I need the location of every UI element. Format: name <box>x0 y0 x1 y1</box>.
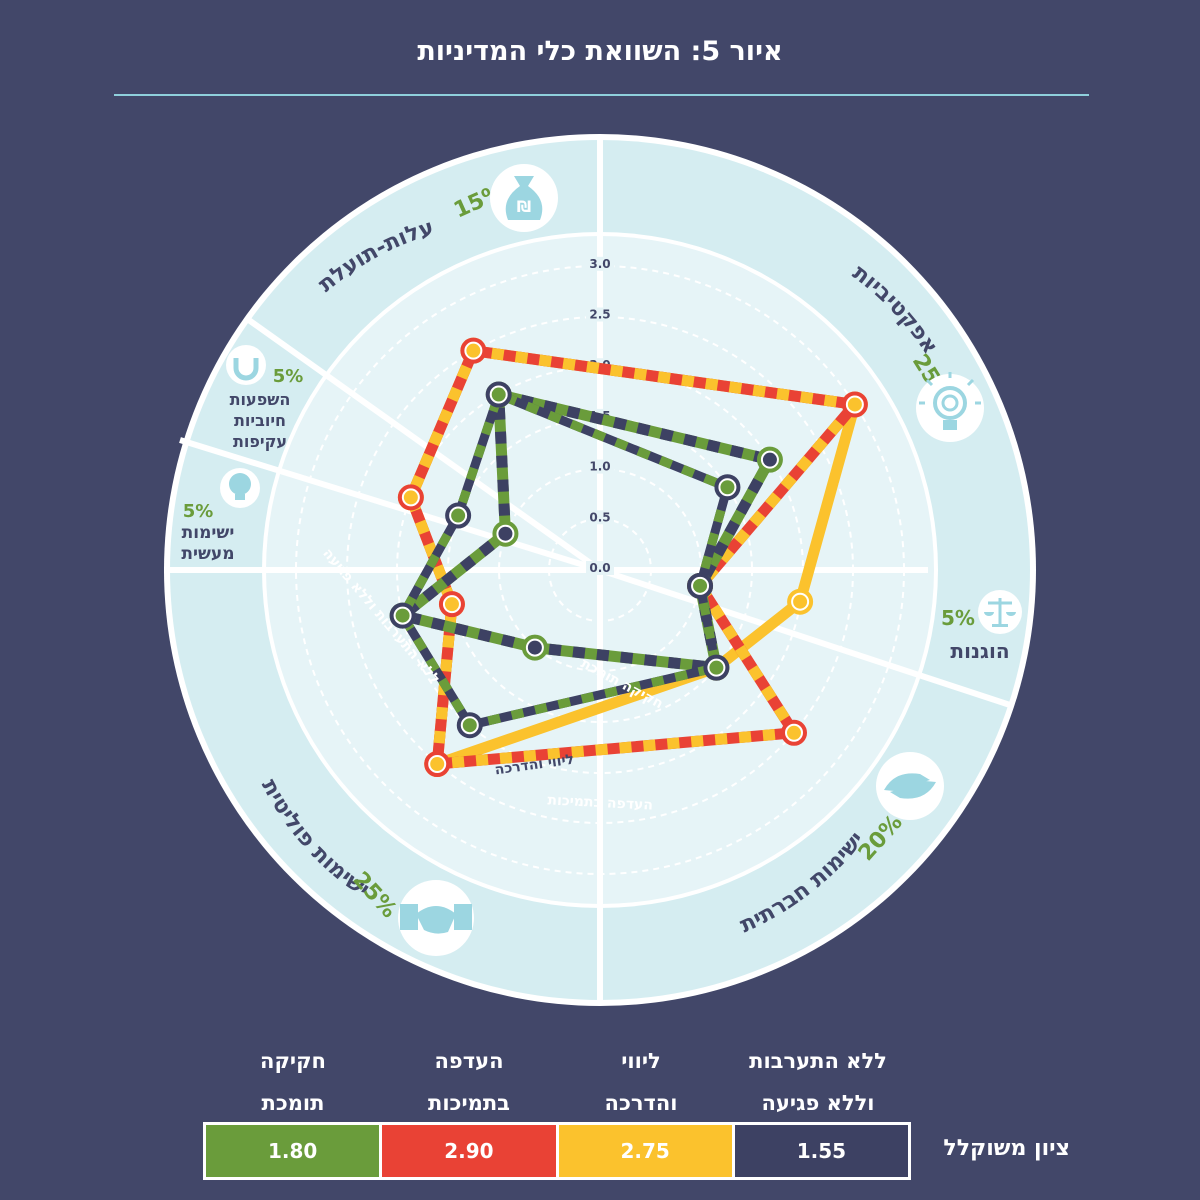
legend-legislation: חקיקה תומכת <box>208 1040 378 1124</box>
series-point-core <box>444 597 459 612</box>
score-guidance: 2.75 <box>555 1125 732 1177</box>
score-preference: 2.90 <box>379 1125 556 1177</box>
series-point-core <box>787 725 802 740</box>
score-no-intervention: 1.55 <box>731 1125 908 1177</box>
series-point-core <box>430 757 445 772</box>
legend-line: ללא התערבות <box>749 1049 887 1073</box>
title-divider <box>114 94 1089 96</box>
legend-guidance: ליווי והדרכה <box>556 1040 726 1124</box>
series-point-core <box>462 718 477 733</box>
tick-label: 2.5 <box>589 308 610 322</box>
svg-text:₪: ₪ <box>517 197 531 216</box>
tick-bg <box>586 256 614 271</box>
series-point-core <box>498 526 513 541</box>
weighted-score-label: ציון משוקלל <box>943 1136 1070 1161</box>
puzzle-lightbulb-icon <box>220 468 260 508</box>
weight-indirect: 5% <box>273 366 304 387</box>
legend-line: תומכת <box>261 1091 325 1115</box>
series-point-core <box>762 452 777 467</box>
category-indirect-line2: חיוביות <box>234 411 286 430</box>
chart-title: איור 5: השוואת כלי המדיניות <box>417 36 783 67</box>
series-point-core <box>527 640 542 655</box>
series-point-core <box>693 578 708 593</box>
category-practical-line1: ישימות <box>182 523 235 543</box>
legend-line: בתמיכות <box>428 1091 510 1115</box>
legend-preference: העדפה בתמיכות <box>384 1040 554 1124</box>
series-point-core <box>403 490 418 505</box>
tick-bg <box>586 561 614 575</box>
legend-no-intervention: ללא התערבות וללא פגיעה <box>733 1040 903 1124</box>
category-practical-line2: מעשית <box>181 544 234 564</box>
legend-line: העדפה <box>434 1049 504 1073</box>
series-point-core <box>466 343 481 358</box>
red-path-label: העדפה בתמיכות <box>547 792 653 813</box>
category-indirect-line3: עקיפות <box>233 432 287 451</box>
series-point-core <box>793 594 808 609</box>
helping-hands-icon <box>876 752 944 820</box>
handshake-icon <box>398 880 474 956</box>
radar-chart: 0.00.51.01.52.02.53.0 ללא התערבות וללא פ… <box>164 134 1036 1006</box>
series-point-core <box>720 480 735 495</box>
lightbulb-target-icon <box>916 372 984 442</box>
tick-bg <box>586 459 614 474</box>
category-indirect-line1: השפעות <box>230 390 291 409</box>
series-point-core <box>395 608 410 623</box>
legend-line: והדרכה <box>604 1091 678 1115</box>
series-line <box>398 390 732 730</box>
score-legislation: 1.80 <box>206 1125 380 1177</box>
tick-label: 3.0 <box>589 257 610 271</box>
legend-line: חקיקה <box>260 1049 326 1073</box>
tick-label: 0.5 <box>589 510 610 524</box>
series-point-core <box>847 397 862 412</box>
series-point-core <box>709 660 724 675</box>
legend-line: ליווי <box>621 1049 661 1073</box>
magnet-icon <box>226 345 266 385</box>
money-bag-icon: ₪ <box>490 164 558 232</box>
sector-dividers <box>164 140 1011 1004</box>
scales-icon <box>978 590 1022 634</box>
tick-bg <box>586 307 614 322</box>
series-point-core <box>451 508 466 523</box>
weighted-score-table: 1.55 2.75 2.90 1.80 <box>203 1122 911 1180</box>
weight-practical: 5% <box>183 501 214 522</box>
weight-fairness: 5% <box>941 606 975 630</box>
tick-label: 1.0 <box>589 460 610 474</box>
legend-line: וללא פגיעה <box>761 1091 875 1115</box>
category-fairness: הוגנות <box>950 639 1009 663</box>
series-line-dash <box>390 387 775 674</box>
series-layer <box>389 337 868 778</box>
tick-label: 0.0 <box>589 561 610 575</box>
tick-bg <box>586 510 614 525</box>
series-point-core <box>491 387 506 402</box>
